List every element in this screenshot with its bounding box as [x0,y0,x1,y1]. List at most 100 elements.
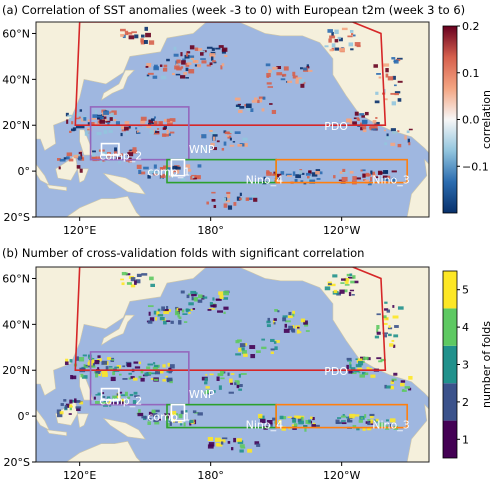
land-mass [36,163,50,186]
data-cell [385,73,389,78]
data-cell [337,36,341,40]
data-cell [184,54,190,59]
data-cell [213,390,216,393]
lat-tick-label: 0° [18,165,31,178]
data-cell [195,175,201,180]
data-cell [218,291,224,295]
data-cell [235,106,240,109]
data-cell [391,378,397,381]
data-cell [239,444,245,448]
data-cell [147,421,151,425]
land-mass [100,314,135,346]
data-cell [372,120,377,124]
data-cell [296,329,300,334]
data-cell [369,126,375,129]
lat-tick-label: 60°N [2,27,30,40]
data-cell [212,136,216,141]
data-cell [382,175,388,179]
data-cell [236,384,243,388]
data-cell [364,175,368,179]
colorbar-label: number of folds [480,321,493,408]
data-cell [186,294,190,299]
data-cell [327,283,332,286]
data-cell [112,371,116,376]
label-pdo: PDO [324,120,348,133]
data-cell [157,314,164,317]
data-cell [180,290,185,294]
data-cell [376,313,381,316]
data-cell [340,415,347,418]
data-cell [276,179,282,184]
data-cell [309,179,316,184]
data-cell [250,108,254,112]
data-cell [341,422,347,425]
lon-tick-label: 120°E [63,224,96,237]
data-cell [339,171,344,174]
colorbar-level [443,420,457,458]
data-cell [69,405,73,408]
data-cell [127,152,134,157]
data-cell [212,147,218,151]
data-cell [267,317,270,323]
data-cell [71,375,77,380]
data-cell [97,156,102,161]
data-cell [65,403,70,408]
lon-tick-label: 120°W [323,224,360,237]
data-cell [222,197,227,202]
data-cell [396,57,403,60]
data-cell [342,168,346,172]
data-cell [153,362,156,365]
data-cell [279,415,284,420]
data-cell [338,37,343,42]
data-cell [223,311,226,315]
data-cell [153,164,157,169]
data-cell [388,333,392,337]
data-cell [114,147,118,152]
data-cell [361,371,366,375]
data-cell [333,175,336,179]
data-cell [331,43,336,48]
data-cell [221,147,225,151]
data-cell [234,131,241,134]
data-cell [356,117,360,121]
data-cell [239,106,245,109]
data-cell [185,308,189,313]
data-cell [170,320,174,324]
data-cell [113,119,117,122]
data-cell [184,410,188,413]
data-cell [210,56,214,61]
data-cell [204,377,208,382]
data-cell [194,47,199,51]
data-cell [180,177,186,181]
data-cell [337,417,342,419]
data-cell [227,372,230,376]
label-comp-2: comp_2 [99,395,142,408]
data-cell [293,415,299,418]
data-cell [366,357,371,361]
data-cell [238,388,243,391]
data-cell [121,129,126,132]
data-cell [163,320,167,325]
data-cell [276,72,283,76]
data-cell [400,382,405,387]
data-cell [105,120,111,123]
data-cell [341,176,348,182]
data-cell [197,299,203,303]
data-cell [287,315,293,319]
data-cell [119,373,122,376]
data-cell [205,386,210,389]
data-cell [189,421,192,426]
data-cell [219,370,225,375]
data-cell [208,442,215,447]
data-cell [169,118,176,122]
data-cell [284,323,288,328]
data-cell [390,142,396,146]
colorbar-level [443,383,457,421]
data-cell [93,122,97,126]
data-cell [138,409,141,413]
data-cell [266,324,271,328]
data-cell [393,60,397,63]
data-cell [341,420,346,422]
data-cell [140,116,147,121]
data-cell [288,311,292,316]
